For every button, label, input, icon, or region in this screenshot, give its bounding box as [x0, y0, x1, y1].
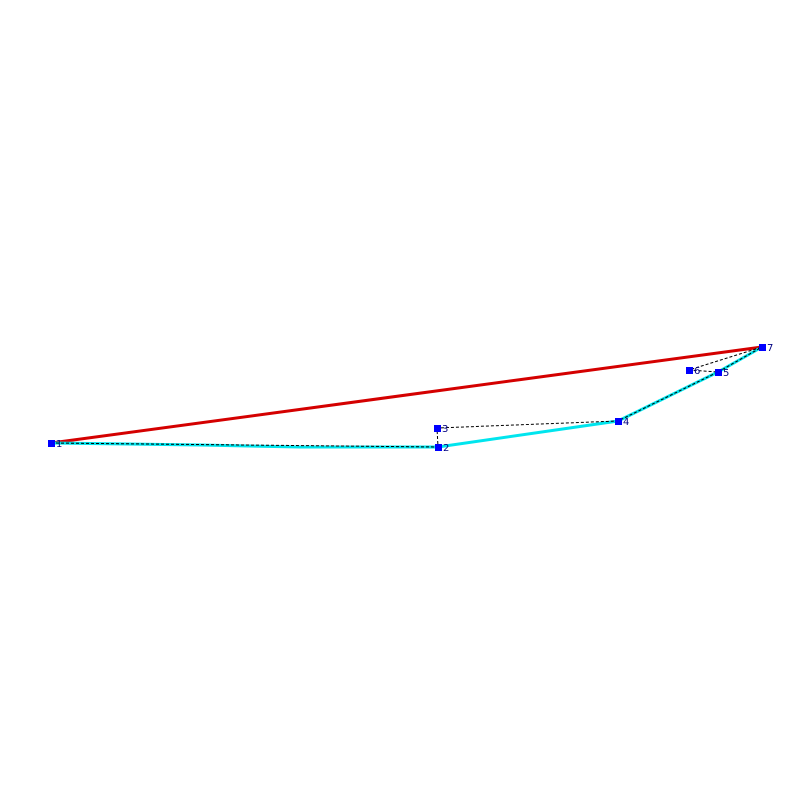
node: [715, 369, 722, 376]
node-label: 5: [723, 368, 729, 379]
node: [435, 444, 442, 451]
hull-edge: [50, 345, 763, 445]
node: [615, 418, 622, 425]
node-label: 1: [56, 439, 62, 450]
dashed-edge: [717, 346, 763, 373]
node-label: 7: [767, 343, 773, 354]
node: [434, 425, 441, 432]
node: [686, 367, 693, 374]
node: [759, 344, 766, 351]
node: [48, 440, 55, 447]
node-label: 4: [623, 417, 629, 428]
node-label: 6: [694, 366, 700, 377]
node-label: 3: [442, 424, 448, 435]
node-label: 2: [443, 443, 449, 454]
